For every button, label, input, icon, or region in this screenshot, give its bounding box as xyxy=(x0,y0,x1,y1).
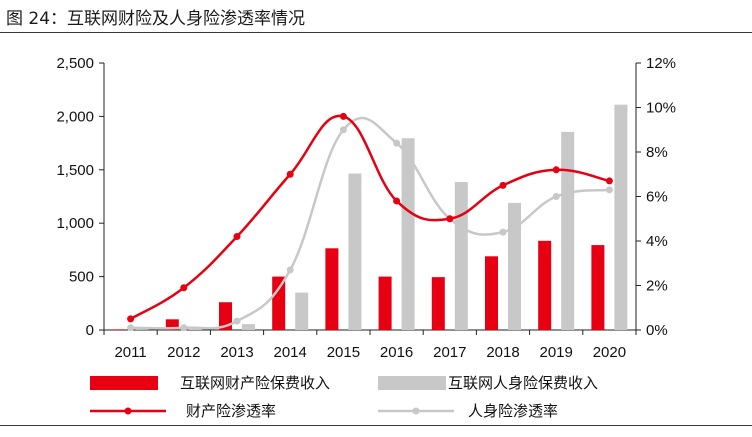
series-point xyxy=(552,193,560,200)
series-point xyxy=(339,112,347,120)
x-tick-label: 2013 xyxy=(220,344,253,361)
lines xyxy=(127,112,613,332)
series-point xyxy=(605,177,613,185)
x-tick-label: 2012 xyxy=(167,344,200,361)
bar xyxy=(295,292,309,330)
bar xyxy=(112,329,126,330)
left-tick-label: 2,000 xyxy=(56,108,94,125)
right-tick-label: 2% xyxy=(646,278,668,295)
left-tick-label: 1,000 xyxy=(56,215,94,232)
x-tick-label: 2017 xyxy=(433,344,466,361)
bar xyxy=(348,173,362,330)
series-point xyxy=(180,284,188,292)
series-point xyxy=(180,324,188,332)
right-tick-label: 0% xyxy=(646,322,668,339)
series-line xyxy=(129,114,610,320)
x-tick-label: 2014 xyxy=(274,344,307,361)
title-rule xyxy=(0,32,752,33)
bar xyxy=(188,328,202,330)
legend-swatch xyxy=(378,376,446,390)
x-tick-label: 2016 xyxy=(380,344,413,361)
series-point xyxy=(552,166,560,174)
left-tick-label: 0 xyxy=(86,322,94,339)
legend-marker xyxy=(124,407,132,415)
right-tick-label: 12% xyxy=(646,55,676,72)
legend-swatch xyxy=(90,376,158,390)
legend-label: 互联网人身险保费收入 xyxy=(448,374,598,392)
legend-label: 互联网财产险保费收入 xyxy=(180,374,330,392)
series-point xyxy=(339,126,347,134)
legend-label: 人身险渗透率 xyxy=(468,402,558,420)
bar xyxy=(272,276,286,330)
series-point xyxy=(499,228,507,236)
series-point xyxy=(446,215,454,223)
chart-title: 图 24：互联网财险及人身险渗透率情况 xyxy=(6,9,306,29)
bottom-rule xyxy=(0,425,752,426)
right-tick-label: 6% xyxy=(646,189,668,206)
bar xyxy=(485,256,498,330)
x-tick-label: 2019 xyxy=(540,344,573,361)
left-tick-label: 500 xyxy=(69,269,94,286)
bar xyxy=(325,248,339,330)
bar xyxy=(508,202,521,330)
series-point xyxy=(286,266,294,274)
bar xyxy=(591,245,605,330)
bar xyxy=(538,240,552,330)
series-point xyxy=(233,317,241,325)
legend-marker xyxy=(412,407,420,415)
right-tick-label: 10% xyxy=(646,100,676,117)
series-point xyxy=(233,233,241,241)
series-point xyxy=(127,315,135,323)
x-tick-label: 2015 xyxy=(327,344,360,361)
series-point xyxy=(286,170,294,178)
series-point xyxy=(127,324,135,332)
bar xyxy=(431,277,445,330)
bar xyxy=(219,302,232,330)
x-tick-label: 2018 xyxy=(486,344,519,361)
bar xyxy=(378,276,392,330)
left-tick-label: 1,500 xyxy=(56,162,94,179)
bar xyxy=(454,182,468,330)
x-tick-label: 2020 xyxy=(593,344,626,361)
bar xyxy=(165,319,179,330)
left-tick-label: 2,500 xyxy=(56,55,94,72)
right-tick-label: 4% xyxy=(646,233,668,250)
series-point xyxy=(393,139,401,147)
bars xyxy=(112,104,628,330)
bar xyxy=(561,131,575,330)
series-line xyxy=(130,116,610,330)
bar xyxy=(614,104,628,330)
series-point xyxy=(499,181,507,189)
right-tick-label: 8% xyxy=(646,144,668,161)
series-point xyxy=(393,197,401,205)
legend-label: 财产险渗透率 xyxy=(186,402,276,420)
axes: 0 500 1,000 1,500 2,000 2,500 0% 2% 4% 6% 8% 10% 12%… xyxy=(56,55,676,361)
x-tick-label: 2011 xyxy=(114,344,146,361)
bar xyxy=(242,324,255,330)
series-point xyxy=(605,186,613,194)
bar xyxy=(401,138,415,330)
